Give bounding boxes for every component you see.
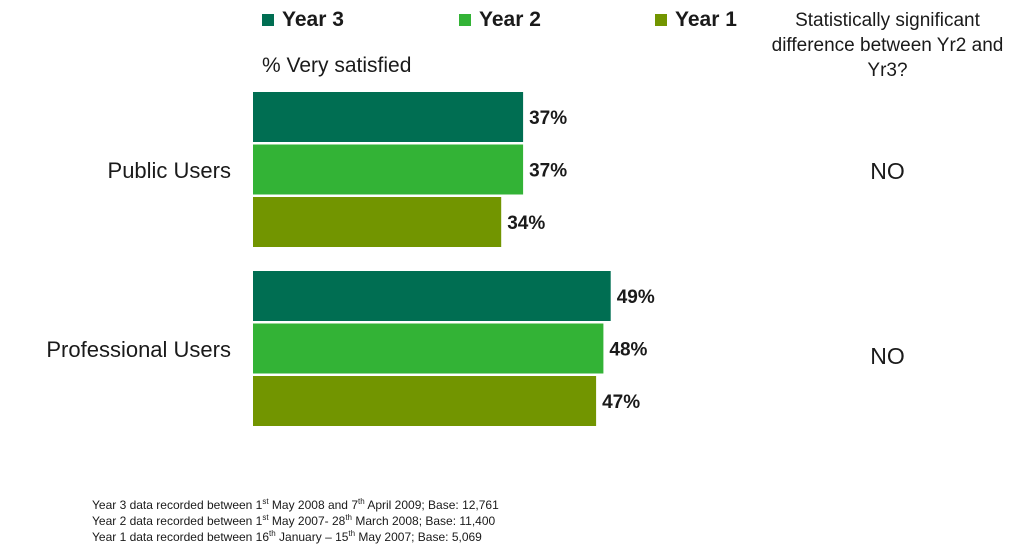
bar-professional-users-year-1: [253, 376, 597, 426]
legend-item-year-2: Year 2: [459, 8, 541, 32]
significance-header: Statistically significant difference bet…: [771, 10, 1004, 81]
category-label-public-users: Public Users: [107, 158, 231, 183]
bar-label-public-users-year-2: 37%: [529, 161, 567, 182]
bar-professional-users-year-2: [253, 323, 604, 374]
bar-public-users-year-3: [253, 92, 524, 142]
footnote-year-2: Year 2 data recorded between 1st May 200…: [92, 513, 496, 529]
significance-value-public-users: NO: [870, 158, 905, 184]
legend-item-year-1: Year 1: [655, 8, 737, 32]
bar-label-public-users-year-1: 34%: [507, 213, 545, 234]
bar-label-professional-users-year-3: 49%: [617, 287, 655, 308]
legend-label-year-1: Year 1: [675, 8, 737, 31]
legend-swatch-year-3: [262, 14, 274, 26]
footnote-year-3: Year 3 data recorded between 1st May 200…: [92, 497, 499, 513]
footnotes: Year 3 data recorded between 1st May 200…: [92, 497, 499, 545]
axis-label: % Very satisfied: [262, 54, 412, 77]
legend-label-year-3: Year 3: [282, 8, 344, 31]
legend-swatch-year-1: [655, 14, 667, 26]
bar-public-users-year-1: [253, 197, 502, 247]
category-label-professional-users: Professional Users: [46, 337, 231, 362]
bar-public-users-year-2: [253, 144, 524, 195]
bar-label-professional-users-year-2: 48%: [609, 340, 647, 361]
legend-label-year-2: Year 2: [479, 8, 541, 31]
bar-label-public-users-year-3: 37%: [529, 108, 567, 129]
bar-label-professional-users-year-1: 47%: [602, 392, 640, 413]
bar-professional-users-year-3: [253, 271, 611, 321]
footnote-year-1: Year 1 data recorded between 16th Januar…: [92, 529, 482, 545]
legend-item-year-3: Year 3: [262, 8, 344, 32]
significance-value-professional-users: NO: [870, 343, 905, 369]
legend-swatch-year-2: [459, 14, 471, 26]
